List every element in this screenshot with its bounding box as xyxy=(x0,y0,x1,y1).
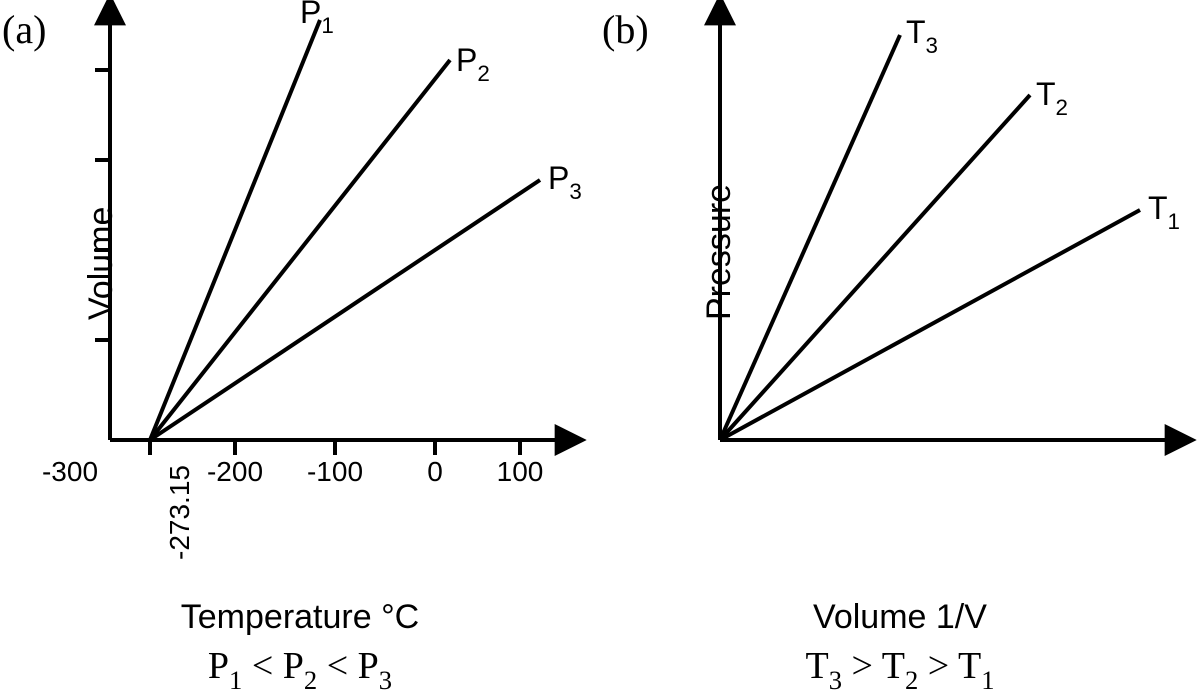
panel-b-line-t3 xyxy=(720,35,900,440)
panel-b-inequality: T3 > T2 > T1 xyxy=(600,644,1200,694)
panel-a-inequality: P1 < P2 < P3 xyxy=(0,644,600,694)
panel-a-xtick-label-neg100: -100 xyxy=(307,456,363,488)
panel-b-x-caption: Volume 1/V xyxy=(600,598,1200,637)
panel-b-line-t2 xyxy=(720,95,1030,440)
label-sub: 1 xyxy=(321,13,333,38)
panel-b-line-label-t3: T3 xyxy=(906,14,938,56)
label-text: P xyxy=(300,0,321,30)
panel-a-xtick-label-27315: -273.15 xyxy=(164,465,196,560)
panel-a-line-label-p2: P2 xyxy=(456,42,490,84)
panel-a-xtick-label-0: 0 xyxy=(427,456,443,488)
panel-b-line-label-t2: T2 xyxy=(1036,76,1068,118)
label-sub: 1 xyxy=(1168,209,1180,234)
panel-a-y-title: Volume xyxy=(82,207,121,320)
label-text: P xyxy=(456,42,477,78)
panel-b-y-title: Pressure xyxy=(700,184,739,320)
label-sub: 2 xyxy=(1056,95,1068,120)
panel-a-line-p3 xyxy=(150,180,540,440)
label-text: T xyxy=(1148,190,1168,226)
panel-a-xtick-label-100: 100 xyxy=(497,456,544,488)
label-sub: 3 xyxy=(569,179,581,204)
page: (a) Volu xyxy=(0,0,1200,698)
panel-a-line-p1 xyxy=(150,20,320,440)
panel-b-svg xyxy=(600,0,1200,560)
panel-a-line-label-p1: P1 xyxy=(300,0,334,36)
panel-b-line-label-t1: T1 xyxy=(1148,190,1180,232)
panel-a-xtick-label-neg200: -200 xyxy=(207,456,263,488)
label-sub: 3 xyxy=(926,33,938,58)
panel-b-line-t1 xyxy=(720,210,1140,440)
label-text: T xyxy=(1036,76,1056,112)
label-sub: 2 xyxy=(477,61,489,86)
label-text: P xyxy=(548,160,569,196)
panel-a-xtick-label-neg300: -300 xyxy=(42,456,98,488)
label-text: T xyxy=(906,14,926,50)
panel-b: (b) Pressure T3 T2 T1 xyxy=(600,0,1200,560)
panel-a-line-label-p3: P3 xyxy=(548,160,582,202)
panel-a-x-caption: Temperature °C xyxy=(0,598,600,637)
panel-a: (a) Volu xyxy=(0,0,600,560)
panel-a-line-p2 xyxy=(150,60,450,440)
